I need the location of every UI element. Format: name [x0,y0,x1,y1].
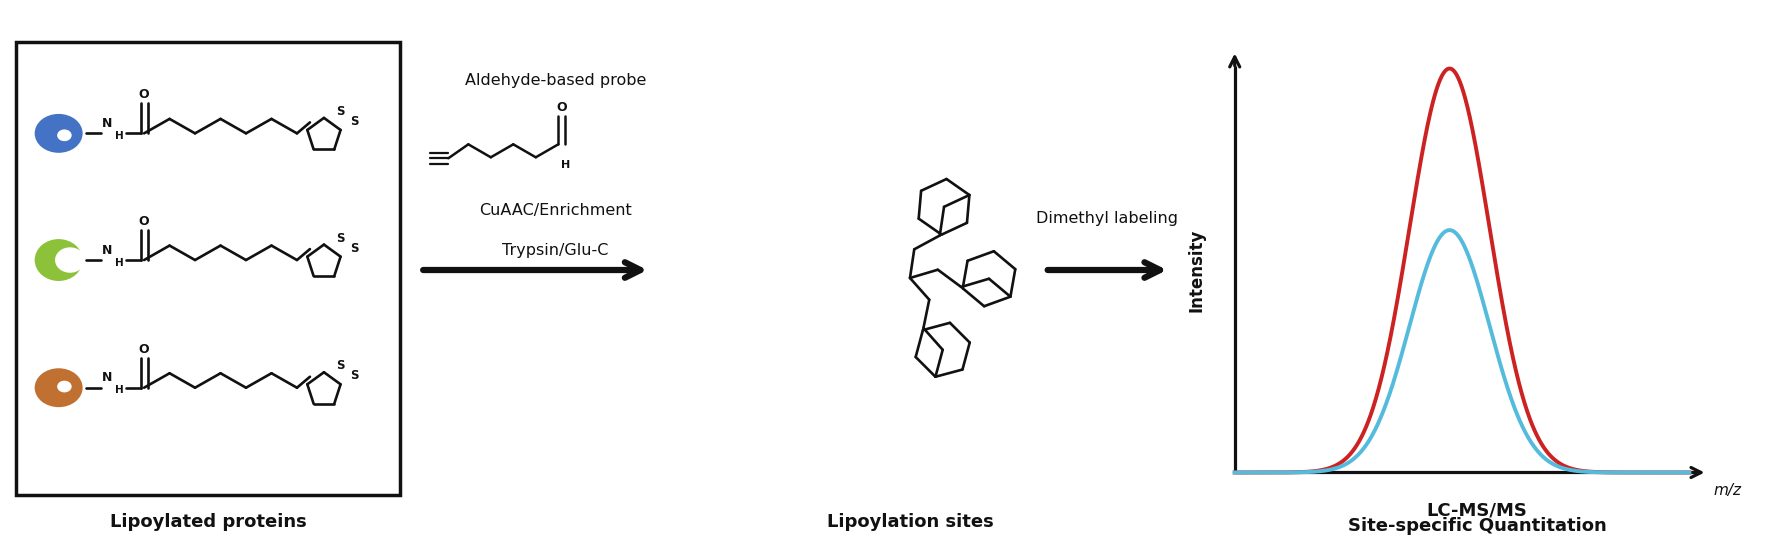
Ellipse shape [35,239,83,281]
Text: S: S [350,369,358,383]
Bar [16,42,401,495]
Text: Intensity: Intensity [1189,229,1206,312]
Text: Lipoylation sites: Lipoylation sites [826,513,992,532]
Text: LC-MS/MS: LC-MS/MS [1427,501,1528,520]
Text: H: H [115,131,124,141]
Text: CuAAC/Enrichment: CuAAC/Enrichment [479,203,632,218]
Text: S: S [350,242,358,255]
Text: m/z: m/z [1713,483,1741,498]
Text: Site-specific Quantitation: Site-specific Quantitation [1347,517,1607,535]
Text: O: O [138,215,148,228]
Text: S: S [336,359,344,372]
Text: H: H [560,160,570,170]
Ellipse shape [35,368,83,407]
Text: Dimethyl labeling: Dimethyl labeling [1037,210,1178,226]
Text: S: S [350,115,358,128]
Ellipse shape [35,114,83,153]
Text: Trypsin/Glu-C: Trypsin/Glu-C [502,243,609,258]
Text: N: N [102,117,111,130]
Text: N: N [102,371,111,384]
Text: N: N [102,243,111,256]
Text: O: O [138,88,148,101]
Ellipse shape [57,381,72,392]
Ellipse shape [57,129,72,141]
Text: S: S [336,232,344,244]
Text: O: O [138,343,148,356]
Text: H: H [115,258,124,267]
Ellipse shape [55,247,85,273]
Text: Lipoylated proteins: Lipoylated proteins [109,513,307,532]
Text: H: H [115,385,124,395]
Text: O: O [556,101,567,115]
Text: S: S [336,105,344,118]
Text: Aldehyde-based probe: Aldehyde-based probe [464,73,646,88]
